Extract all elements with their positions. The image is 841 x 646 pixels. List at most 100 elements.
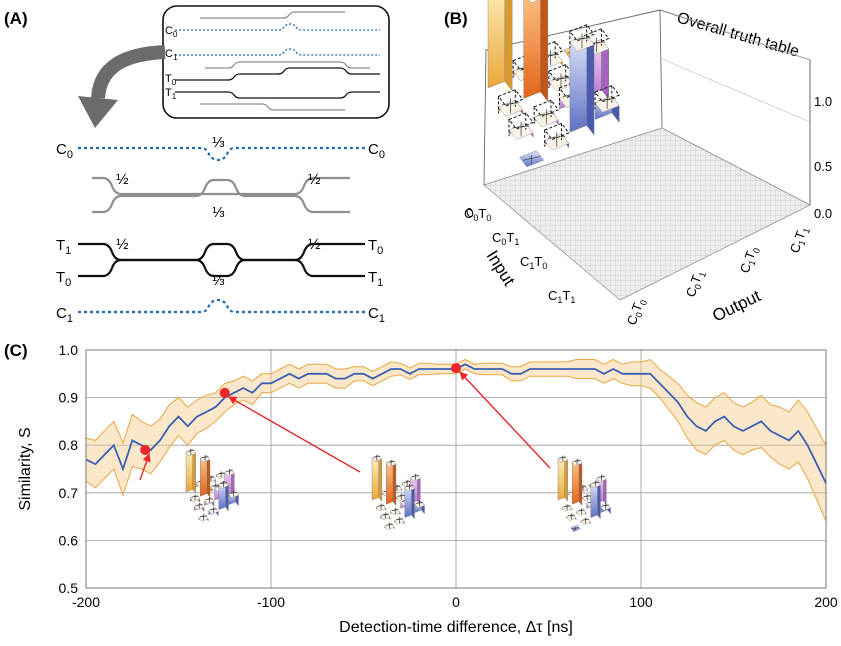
x-axis-label: Detection-time difference, Δτ [ns] [339,619,573,636]
error-bar [548,135,566,139]
highlight-point [451,363,461,374]
bar-side [411,484,415,520]
left-mode-label: T1 [56,237,71,257]
bar3d [371,454,382,502]
splitter-label: ½ [308,171,321,188]
bar3d [385,459,397,506]
bar3d [561,504,573,512]
bar3d [569,24,595,136]
splitter-label: ½ [116,171,129,188]
bar3d [557,455,568,502]
output-axis-label: Output [709,286,763,326]
gray-ancilla-top [92,176,350,196]
bar3d [600,503,611,515]
bar-top [528,0,540,4]
error-bar [592,482,599,484]
output-tick-label: C1T0 [737,244,762,276]
bar3d [487,0,513,92]
error-cross [523,156,541,161]
left-mode-label: T0 [56,269,71,289]
error-bar [582,518,589,521]
bar3d [375,503,387,512]
error-bar [598,476,605,478]
output-tick-label: C0T0 [624,296,649,328]
bar-side [392,459,397,506]
inset-mode-label: T1 [165,87,177,101]
output-tick-label: C1T1 [787,224,812,256]
y-axis-label: Similarity, S [17,427,34,510]
bar-side [192,448,196,494]
truth-table-bars [487,0,621,168]
y-tick-label: 1.0 [59,342,79,358]
error-bar [602,504,610,507]
bar-side [540,0,549,103]
right-mode-label: T1 [368,269,383,289]
bar3d [571,458,583,506]
error-bar [373,455,381,458]
x-tick-label: 200 [814,594,838,610]
bar3d [566,513,577,521]
error-bar [598,98,616,101]
x-tick-label: -200 [72,594,100,610]
error-bar [403,481,411,483]
output-ticks: C0T0 C0T1 C1T0 C1T1 [624,224,812,328]
right-mode-label: T0 [368,237,383,257]
bar3d [543,122,570,151]
error-bar [577,509,585,512]
bar3d [380,512,391,521]
error-bar [205,498,213,500]
error-bar [226,470,233,472]
error-bar [396,518,403,521]
error-bar [559,456,567,459]
error-bar [377,505,385,507]
z-axis: 0.0 0.5 1.0 [809,60,832,221]
error-bar [537,112,555,116]
ideal-frame [533,99,560,118]
error-bar [552,77,570,80]
panel-c-tag: (C) [4,341,28,360]
bar-side [586,34,595,136]
inset-diagram: C0 C1 T0 T1 [162,5,390,119]
panel-b-tag: (B) [444,9,468,28]
control-line-c1 [78,298,365,314]
ideal-frame [594,84,621,103]
inset-bar-plots [185,448,611,532]
ideal-frame [497,89,524,107]
bar3d [508,112,534,140]
error-bar [191,495,199,498]
zoom-arrow-icon [91,45,166,99]
bar-front [523,0,541,99]
bar3d [228,490,239,507]
bar3d [570,524,581,532]
y-tick-label: 0.5 [59,580,79,596]
z-tick-label: 0.0 [814,206,832,221]
inset-mode-label: T0 [165,73,177,87]
target-line-t0 [78,258,365,278]
error-bar [211,484,219,487]
similarity-chart-foreground [139,363,551,481]
panel-b: (B) Overall truth table 0.0 0.5 1.0 0 C0… [444,0,832,328]
input-tick-label: C0T0 [464,206,491,223]
bar3d [394,517,405,525]
bar-side [597,480,601,520]
back-wall-grid [661,9,811,123]
splitter-label: ⅓ [212,134,225,151]
error-bar [573,460,581,462]
error-bar [187,450,195,452]
plot-frame [85,349,827,589]
input-tick-label: 0 [464,204,476,221]
error-bar [416,502,424,504]
y-tick-label: 0.8 [59,437,79,453]
bar3d [189,494,201,504]
x-tick-label: -100 [257,594,285,610]
error-bar [406,485,413,487]
splitter-label: ½ [308,236,321,253]
gray-ancilla-mid [92,178,350,214]
bar-side [564,455,568,502]
error-bar [567,514,575,517]
bar3d [194,502,205,513]
bar3d [523,0,549,103]
z-tick-label: 1.0 [814,94,832,109]
input-ticks: 0 C0T0 C0T1 C1T0 C1T1 [464,204,575,305]
